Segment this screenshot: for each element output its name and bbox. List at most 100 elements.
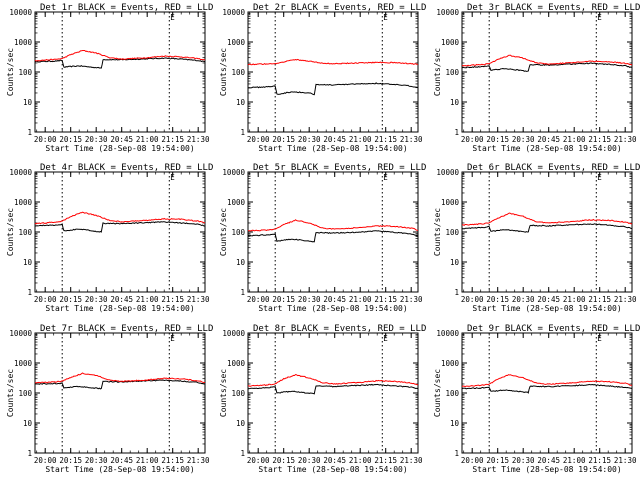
detector-panel-3: Det 3r BLACK = Events, RED = LLD 1 10 100 10… bbox=[433, 3, 640, 153]
lld-series-line bbox=[34, 50, 206, 62]
lld-series-line bbox=[462, 212, 633, 227]
x-tick-label: 20:30 bbox=[298, 295, 321, 304]
x-tick-label: 21:00 bbox=[136, 135, 159, 144]
x-tick-label: 20:15 bbox=[272, 295, 295, 304]
events-series-line bbox=[247, 383, 419, 395]
y-tick-label: 1000 bbox=[14, 198, 33, 207]
detector-panel-5: Det 5r BLACK = Events, RED = LLD 1 10 100 10… bbox=[219, 163, 426, 313]
x-axis-label: Start Time (28-Sep-08 19:54:00) bbox=[258, 144, 407, 153]
time-marker-label: E bbox=[597, 13, 602, 22]
y-tick-label: 10 bbox=[236, 419, 246, 428]
x-tick-label: 20:30 bbox=[85, 295, 108, 304]
y-tick-label: 1 bbox=[27, 128, 32, 137]
x-tick-label: 21:15 bbox=[588, 456, 611, 465]
x-tick-label: 20:15 bbox=[272, 135, 295, 144]
plot-frame bbox=[247, 332, 419, 454]
y-axis-label: Counts/sec bbox=[6, 369, 15, 417]
y-tick-label: 1000 bbox=[441, 359, 460, 368]
time-marker-label: E bbox=[597, 334, 602, 343]
x-tick-label: 21:30 bbox=[187, 135, 210, 144]
y-tick-label: 10000 bbox=[436, 168, 459, 177]
plot-frame bbox=[461, 171, 633, 293]
y-tick-label: 1 bbox=[454, 288, 459, 297]
panel-title: Det 5r BLACK = Events, RED = LLD bbox=[253, 163, 426, 173]
y-tick-label: 1000 bbox=[227, 359, 246, 368]
x-tick-label: 21:15 bbox=[161, 135, 184, 144]
x-tick-label: 20:45 bbox=[110, 456, 133, 465]
panel-title: Det 3r BLACK = Events, RED = LLD bbox=[467, 3, 640, 13]
x-tick-label: 20:00 bbox=[461, 295, 484, 304]
x-tick-label: 21:15 bbox=[161, 456, 184, 465]
y-axis-label: Counts/sec bbox=[219, 48, 228, 96]
y-tick-label: 10000 bbox=[436, 8, 459, 17]
x-tick-label: 21:15 bbox=[374, 456, 397, 465]
lld-series-line bbox=[247, 219, 419, 232]
y-tick-label: 100 bbox=[445, 389, 459, 398]
y-tick-label: 10000 bbox=[222, 168, 245, 177]
events-series-line bbox=[461, 223, 633, 233]
x-tick-label: 21:00 bbox=[563, 456, 586, 465]
events-series-line bbox=[34, 57, 206, 69]
y-axis-label: Counts/sec bbox=[6, 48, 15, 96]
panel-title: Det 8r BLACK = Events, RED = LLD bbox=[253, 324, 426, 334]
y-tick-label: 10 bbox=[236, 98, 246, 107]
detector-panel-4: Det 4r BLACK = Events, RED = LLD 1 10 100 10… bbox=[6, 163, 213, 313]
x-tick-label: 21:30 bbox=[614, 135, 637, 144]
y-tick-label: 10 bbox=[450, 98, 460, 107]
x-tick-label: 21:00 bbox=[563, 295, 586, 304]
x-tick-label: 20:30 bbox=[512, 456, 535, 465]
y-tick-label: 100 bbox=[18, 68, 32, 77]
x-tick-label: 20:15 bbox=[59, 295, 82, 304]
panel-title: Det 4r BLACK = Events, RED = LLD bbox=[40, 163, 213, 173]
events-series-line bbox=[34, 379, 206, 390]
time-marker-label: E bbox=[597, 173, 602, 182]
x-tick-label: 20:45 bbox=[537, 295, 560, 304]
plot-frame bbox=[34, 11, 206, 133]
x-tick-label: 20:15 bbox=[486, 135, 509, 144]
x-tick-label: 21:15 bbox=[588, 135, 611, 144]
x-tick-label: 21:30 bbox=[400, 135, 423, 144]
x-tick-label: 20:45 bbox=[110, 135, 133, 144]
y-tick-label: 10000 bbox=[9, 329, 32, 338]
y-tick-label: 10000 bbox=[436, 329, 459, 338]
x-tick-label: 20:00 bbox=[247, 456, 270, 465]
x-axis-label: Start Time (28-Sep-08 19:54:00) bbox=[472, 465, 621, 474]
detector-panel-7: Det 7r BLACK = Events, RED = LLD 1 10 100 10… bbox=[6, 324, 213, 474]
y-tick-label: 1000 bbox=[14, 38, 33, 47]
plot-frame bbox=[34, 332, 206, 454]
y-tick-label: 1000 bbox=[441, 38, 460, 47]
x-tick-label: 21:00 bbox=[349, 456, 372, 465]
y-tick-label: 10 bbox=[23, 98, 33, 107]
y-tick-label: 10000 bbox=[9, 168, 32, 177]
y-tick-label: 1000 bbox=[227, 38, 246, 47]
y-tick-label: 1000 bbox=[441, 198, 460, 207]
lld-series-line bbox=[34, 211, 206, 225]
detector-panel-2: Det 2r BLACK = Events, RED = LLD 1 10 100 10… bbox=[219, 3, 426, 153]
y-tick-label: 100 bbox=[445, 228, 459, 237]
y-tick-label: 1 bbox=[454, 449, 459, 458]
x-tick-label: 21:00 bbox=[136, 295, 159, 304]
x-tick-label: 21:15 bbox=[588, 295, 611, 304]
x-tick-label: 20:30 bbox=[298, 456, 321, 465]
y-tick-label: 1 bbox=[27, 449, 32, 458]
y-tick-label: 1 bbox=[240, 288, 245, 297]
y-axis-label: Counts/sec bbox=[6, 208, 15, 256]
y-tick-label: 10000 bbox=[222, 8, 245, 17]
x-tick-label: 21:30 bbox=[400, 456, 423, 465]
y-tick-label: 100 bbox=[445, 68, 459, 77]
x-tick-label: 21:30 bbox=[187, 456, 210, 465]
y-axis-label: Counts/sec bbox=[433, 369, 442, 417]
x-tick-label: 20:15 bbox=[59, 456, 82, 465]
y-tick-label: 10 bbox=[23, 258, 33, 267]
y-tick-label: 10 bbox=[450, 258, 460, 267]
events-series-line bbox=[461, 62, 633, 72]
x-tick-label: 21:30 bbox=[400, 295, 423, 304]
plot-frame bbox=[461, 332, 633, 454]
time-marker-label: E bbox=[383, 334, 388, 343]
y-tick-label: 100 bbox=[231, 389, 245, 398]
x-tick-label: 21:15 bbox=[374, 135, 397, 144]
x-axis-label: Start Time (28-Sep-08 19:54:00) bbox=[472, 304, 621, 313]
x-tick-label: 20:45 bbox=[323, 456, 346, 465]
x-tick-label: 20:00 bbox=[34, 295, 57, 304]
panel-title: Det 1r BLACK = Events, RED = LLD bbox=[40, 3, 213, 13]
